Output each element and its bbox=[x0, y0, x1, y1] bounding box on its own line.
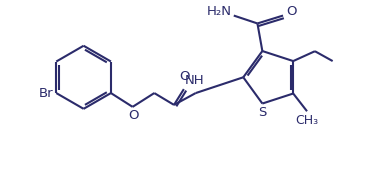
Text: S: S bbox=[258, 106, 267, 120]
Text: O: O bbox=[128, 109, 139, 122]
Text: O: O bbox=[180, 70, 190, 83]
Text: H₂N: H₂N bbox=[207, 5, 232, 18]
Text: NH: NH bbox=[185, 74, 204, 87]
Text: O: O bbox=[286, 5, 296, 18]
Text: CH₃: CH₃ bbox=[295, 114, 319, 127]
Text: Br: Br bbox=[39, 87, 53, 100]
